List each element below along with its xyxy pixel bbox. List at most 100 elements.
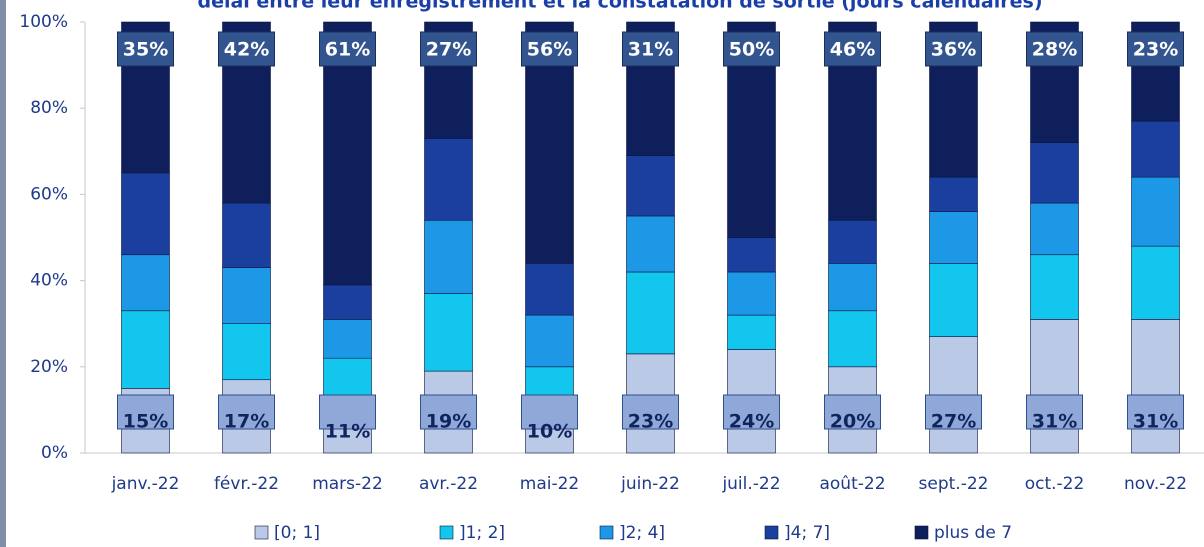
data-label: 20% xyxy=(830,411,875,433)
x-tick-label: févr.-22 xyxy=(214,474,279,494)
bar-segment xyxy=(929,176,978,212)
data-label: 28% xyxy=(1032,39,1077,61)
bar-segment xyxy=(929,263,978,337)
bar-segment xyxy=(424,138,473,221)
x-tick-label: juin-22 xyxy=(620,474,680,494)
x-tick-label: sept.-22 xyxy=(919,474,989,494)
bar-segment xyxy=(424,293,473,372)
label-box xyxy=(1127,394,1184,430)
data-label: 23% xyxy=(628,411,673,433)
bar-segment xyxy=(1030,142,1079,204)
bar-segment xyxy=(1131,319,1180,454)
data-label: 27% xyxy=(931,411,976,433)
data-label: 31% xyxy=(1133,411,1178,433)
y-tick-label: 60% xyxy=(30,184,68,204)
label-box xyxy=(824,394,881,430)
data-label: 19% xyxy=(426,411,471,433)
data-label: 42% xyxy=(224,39,269,61)
data-label: 17% xyxy=(224,411,269,433)
legend-swatch xyxy=(914,525,929,540)
bar-segment xyxy=(626,155,675,217)
label-box xyxy=(1127,31,1184,67)
legend-label: ]4; 7] xyxy=(784,523,830,543)
y-tick-label: 100% xyxy=(19,12,68,32)
x-tick-label: oct.-22 xyxy=(1025,474,1085,494)
frame-edge xyxy=(0,0,6,547)
label-box xyxy=(117,31,174,67)
label-box xyxy=(622,394,679,430)
label-box xyxy=(925,394,982,430)
data-label: 50% xyxy=(729,39,774,61)
bar-segment xyxy=(828,310,877,368)
data-label: 11% xyxy=(325,421,370,443)
data-label: 46% xyxy=(830,39,875,61)
data-label: 31% xyxy=(628,39,673,61)
label-box xyxy=(521,394,578,430)
data-label: 23% xyxy=(1133,39,1178,61)
legend-swatch xyxy=(764,525,779,540)
bar-segment xyxy=(727,314,776,350)
data-label: 15% xyxy=(123,411,168,433)
bar-segment xyxy=(323,284,372,320)
legend-swatch xyxy=(439,525,454,540)
data-label: 31% xyxy=(1032,411,1077,433)
legend-swatch xyxy=(254,525,269,540)
legend-label: [0; 1] xyxy=(274,523,320,543)
bar-segment xyxy=(525,314,574,368)
bar-segment xyxy=(121,172,170,256)
label-box xyxy=(622,31,679,67)
bar-segment xyxy=(1030,319,1079,454)
label-box xyxy=(420,31,477,67)
bar-segment xyxy=(626,271,675,355)
y-tick-label: 0% xyxy=(41,443,68,463)
label-box xyxy=(420,394,477,430)
bar-segment xyxy=(626,215,675,273)
x-tick-label: nov.-22 xyxy=(1124,474,1187,494)
bar-segment xyxy=(525,263,574,316)
data-label: 35% xyxy=(123,39,168,61)
x-tick-label: mars-22 xyxy=(312,474,383,494)
x-tick-label: août-22 xyxy=(819,474,885,494)
label-box xyxy=(1026,394,1083,430)
bar-segment xyxy=(929,211,978,264)
legend-label: ]1; 2] xyxy=(459,523,505,543)
label-box xyxy=(925,31,982,67)
label-box xyxy=(723,394,780,430)
y-tick-label: 80% xyxy=(30,98,68,118)
y-tick-label: 40% xyxy=(30,271,68,291)
bar-segment xyxy=(121,310,170,389)
bar-segment xyxy=(121,254,170,312)
bar-segment xyxy=(1030,202,1079,256)
bar-segment xyxy=(323,319,372,359)
label-box xyxy=(824,31,881,67)
bar-segment xyxy=(828,219,877,264)
data-label: 61% xyxy=(325,39,370,61)
label-box xyxy=(319,31,376,67)
label-box xyxy=(218,394,275,430)
data-label: 24% xyxy=(729,411,774,433)
x-tick-label: mai-22 xyxy=(520,474,579,494)
x-tick-label: janv.-22 xyxy=(111,474,180,494)
bar-segment xyxy=(1131,176,1180,247)
data-label: 56% xyxy=(527,39,572,61)
y-tick-label: 20% xyxy=(30,357,68,377)
legend-label: ]2; 4] xyxy=(619,523,665,543)
bar-segment xyxy=(828,263,877,312)
x-tick-label: avr.-22 xyxy=(419,474,478,494)
bar-segment xyxy=(222,202,271,268)
bar-segment xyxy=(222,323,271,381)
label-box xyxy=(1026,31,1083,67)
label-box xyxy=(218,31,275,67)
bar-segment xyxy=(1131,120,1180,178)
bar-segment xyxy=(424,219,473,294)
bar-segment xyxy=(222,267,271,325)
data-label: 36% xyxy=(931,39,976,61)
x-tick-label: juil.-22 xyxy=(721,474,780,494)
legend-swatch xyxy=(599,525,614,540)
label-box xyxy=(521,31,578,67)
legend-label: plus de 7 xyxy=(934,523,1012,543)
label-box xyxy=(723,31,780,67)
data-label: 27% xyxy=(426,39,471,61)
data-label: 10% xyxy=(527,421,572,443)
